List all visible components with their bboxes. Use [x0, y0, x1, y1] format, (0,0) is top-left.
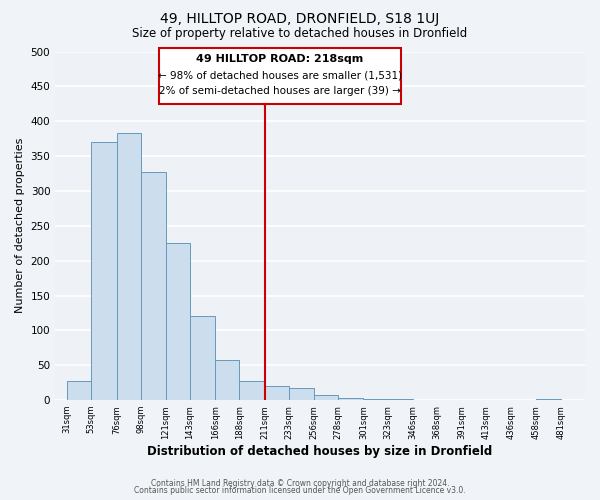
Bar [190, 316, 215, 400]
Bar [141, 172, 166, 400]
Bar [215, 360, 239, 400]
Text: ← 98% of detached houses are smaller (1,531): ← 98% of detached houses are smaller (1,… [158, 70, 402, 81]
Text: 49 HILLTOP ROAD: 218sqm: 49 HILLTOP ROAD: 218sqm [196, 54, 364, 64]
Bar [116, 133, 141, 400]
X-axis label: Distribution of detached houses by size in Dronfield: Distribution of detached houses by size … [148, 444, 493, 458]
Text: Contains public sector information licensed under the Open Government Licence v3: Contains public sector information licen… [134, 486, 466, 495]
Bar [536, 398, 561, 400]
Y-axis label: Number of detached properties: Number of detached properties [15, 138, 25, 314]
Bar [239, 382, 265, 400]
Text: Contains HM Land Registry data © Crown copyright and database right 2024.: Contains HM Land Registry data © Crown c… [151, 478, 449, 488]
Bar [338, 398, 364, 400]
Bar [289, 388, 314, 400]
Bar [265, 386, 289, 400]
Bar [166, 243, 190, 400]
Text: 49, HILLTOP ROAD, DRONFIELD, S18 1UJ: 49, HILLTOP ROAD, DRONFIELD, S18 1UJ [160, 12, 440, 26]
Text: Size of property relative to detached houses in Dronfield: Size of property relative to detached ho… [133, 28, 467, 40]
Bar [91, 142, 116, 400]
Bar [314, 394, 338, 400]
FancyBboxPatch shape [160, 48, 401, 104]
Text: 2% of semi-detached houses are larger (39) →: 2% of semi-detached houses are larger (3… [159, 86, 401, 96]
Bar [67, 382, 91, 400]
